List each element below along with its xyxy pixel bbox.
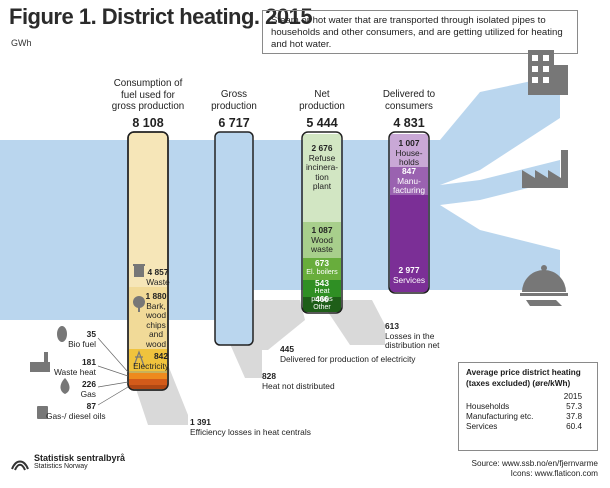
net-other-label: 466 Other bbox=[313, 295, 331, 311]
fuel-bar-gas bbox=[129, 379, 167, 385]
total-delivered: 4 831 bbox=[393, 116, 425, 130]
leader-waste-heat bbox=[97, 365, 129, 377]
fuel-electricity-label: 842 Electricity bbox=[133, 351, 169, 371]
col-gross-bar bbox=[214, 131, 254, 346]
input-waste-heat: 181 Waste heat bbox=[53, 357, 96, 377]
delivered-households-label: 1 007 House- holds bbox=[395, 138, 423, 168]
electricity-pylon-icon bbox=[133, 350, 145, 367]
gas-flame-icon bbox=[60, 378, 70, 394]
consumer-flow-services bbox=[440, 205, 560, 290]
total-net: 5 444 bbox=[306, 116, 338, 130]
input-biofuel: 35 Bio fuel bbox=[68, 329, 96, 349]
loss-not-distributed-label: 828 Heat not distributed bbox=[262, 371, 335, 391]
delivered-bar-services bbox=[390, 195, 428, 292]
net-bar-heat-pumps bbox=[303, 280, 341, 297]
consumer-flow-households bbox=[440, 75, 560, 185]
fuel-waste-label: 4 857 Waste bbox=[146, 267, 170, 287]
table-row: Households 57.3 bbox=[466, 402, 582, 411]
source-note: Source: www.ssb.no/en/fjernvarme Icons: … bbox=[471, 459, 598, 478]
delivered-bar-households bbox=[390, 134, 428, 167]
description-box: Steam or hot water that are transported … bbox=[262, 10, 578, 54]
net-bar-wood bbox=[303, 222, 341, 258]
price-table: Average price district heating (taxes ex… bbox=[458, 362, 598, 451]
building-icon bbox=[528, 50, 568, 95]
price-table-grid: 2015 Households 57.3 Manufacturing etc. 37… bbox=[466, 392, 590, 432]
input-gas: 226 Gas bbox=[80, 379, 96, 399]
loss-electricity-label: 445 Delivered for production of electric… bbox=[280, 344, 416, 364]
net-bar-refuse bbox=[303, 134, 341, 222]
total-consumption: 8 108 bbox=[132, 116, 164, 130]
loss-flow-electricity bbox=[238, 300, 305, 350]
net-el-boilers-label: 673 El. boilers bbox=[306, 258, 338, 276]
input-oil: 87 Gas-/ diesel oils bbox=[46, 401, 106, 421]
table-row: 2015 bbox=[563, 392, 582, 401]
waste-bin-icon bbox=[133, 264, 145, 277]
factory-icon bbox=[522, 150, 568, 188]
fuel-bar-waste-heat bbox=[129, 373, 167, 379]
net-bar-other bbox=[303, 297, 341, 312]
total-gross: 6 717 bbox=[218, 116, 250, 130]
leader-oil bbox=[97, 386, 129, 406]
net-refuse-label: 2 676 Refuse incinera- tion plant bbox=[305, 143, 339, 192]
leader-biofuel bbox=[97, 337, 129, 373]
ssb-logo: Statistisk sentralbyrå Statistics Norway bbox=[10, 453, 125, 471]
delivered-manufacturing-label: 847 Manu- facturing bbox=[392, 166, 426, 196]
main-flow-lower bbox=[0, 290, 215, 320]
fuel-bar-biofuel bbox=[129, 371, 167, 373]
fuel-wood-label: 1 880 Bark, wood chips and wood bbox=[145, 291, 167, 349]
delivered-bar-manufacturing bbox=[390, 167, 428, 195]
heading-gross: Gross production bbox=[211, 89, 257, 112]
heading-delivered: Delivered to consumers bbox=[382, 89, 436, 112]
loss-distribution-label: 613 Losses in the distribution net bbox=[385, 321, 440, 351]
net-heat-pumps-label: 543 Heat pumps bbox=[311, 278, 333, 304]
unit-label: GWh bbox=[11, 38, 32, 48]
oil-canister-icon bbox=[37, 406, 48, 419]
loss-efficiency-label: 1 391 Efficiency losses in heat centrals bbox=[190, 417, 311, 437]
table-row: Manufacturing etc. 37.8 bbox=[466, 412, 582, 421]
net-wood-label: 1 087 Wood waste bbox=[311, 225, 333, 255]
fuel-bar-oil bbox=[129, 385, 167, 389]
service-cloche-icon bbox=[520, 265, 568, 306]
table-row: Services 60.4 bbox=[466, 422, 582, 431]
heading-net: Net production bbox=[299, 89, 345, 112]
heading-consumption: Consumption of fuel used for gross produ… bbox=[111, 78, 185, 112]
waste-heat-icon bbox=[30, 352, 50, 372]
net-bar-el-boilers bbox=[303, 258, 341, 280]
ssb-logo-icon bbox=[11, 460, 29, 471]
biofuel-icon bbox=[57, 326, 67, 342]
delivered-services-label: 2 977 Services bbox=[392, 265, 426, 285]
leader-gas bbox=[97, 381, 129, 388]
consumer-flow-manufacturing bbox=[440, 160, 560, 205]
tree-icon bbox=[133, 296, 145, 312]
